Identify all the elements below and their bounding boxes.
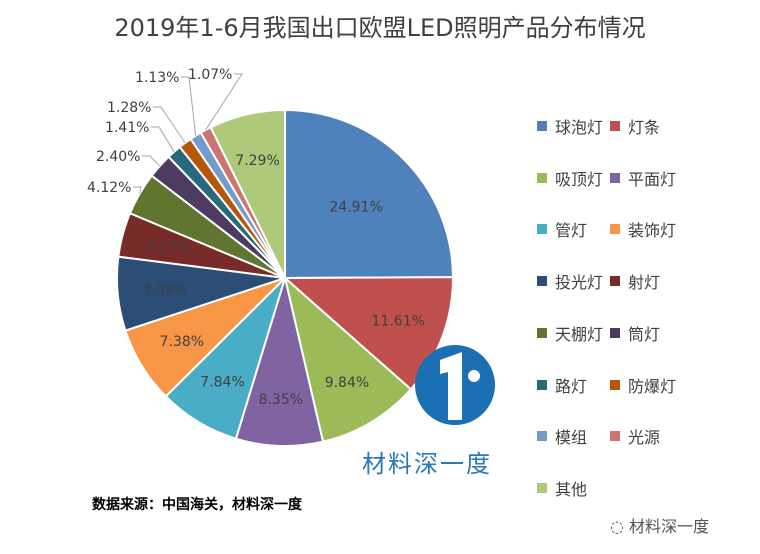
legend-label: 装饰灯 <box>628 221 677 241</box>
legend-swatch <box>537 172 547 183</box>
watermark-text: 材料深一度 <box>629 517 710 536</box>
data-label: 7.29% <box>235 153 279 169</box>
data-label: 8.35% <box>259 392 303 408</box>
legend-swatch <box>610 327 620 338</box>
legend-swatch <box>537 121 547 131</box>
legend-label: 灯条 <box>628 118 661 137</box>
legend-label: 其他 <box>555 479 588 499</box>
legend-label: 管灯 <box>555 221 588 241</box>
watermark: ◌ 材料深一度 <box>610 513 709 537</box>
legend-item: 灯条 <box>610 114 660 138</box>
legend-swatch <box>610 172 620 183</box>
legend-swatch <box>537 276 547 287</box>
data-label: 4.12% <box>87 180 131 196</box>
leader-line <box>181 76 197 136</box>
legend-swatch <box>537 379 547 390</box>
legend-swatch <box>610 224 620 235</box>
legend-swatch <box>537 224 547 235</box>
legend-item: 模组 <box>537 424 587 448</box>
data-label: 11.61% <box>372 314 425 330</box>
legend-item: 吸顶灯 <box>537 166 603 190</box>
legend-swatch <box>610 276 620 287</box>
legend-swatch <box>610 379 620 390</box>
legend-swatch <box>537 482 547 493</box>
leader-line <box>205 73 243 131</box>
data-label: 1.28% <box>107 100 151 116</box>
data-label: 1.41% <box>105 120 149 136</box>
legend-swatch <box>610 121 620 131</box>
legend-item: 装饰灯 <box>610 217 676 241</box>
legend-label: 投光灯 <box>555 273 604 293</box>
legend-item: 投光灯 <box>537 269 603 293</box>
legend-label: 天棚灯 <box>555 324 604 344</box>
legend-item: 管灯 <box>537 217 587 241</box>
legend-label: 球泡灯 <box>555 118 604 137</box>
legend-label: 光源 <box>628 428 661 448</box>
data-label: 9.84% <box>325 375 369 391</box>
leader-line <box>151 126 175 153</box>
leader-line <box>153 106 186 144</box>
legend-swatch <box>537 431 547 442</box>
source-note: 数据来源：中国海关，材料深一度 <box>92 497 302 513</box>
legend-item: 天棚灯 <box>537 321 603 345</box>
legend-item: 防爆灯 <box>610 373 676 397</box>
legend-item: 筒灯 <box>610 321 660 345</box>
legend-swatch <box>537 327 547 338</box>
logo-text: 材料深一度 <box>362 450 492 478</box>
wechat-icon: ◌ <box>610 517 630 536</box>
legend-swatch <box>610 431 620 442</box>
data-label: 4.27% <box>146 240 190 256</box>
legend-label: 平面灯 <box>628 169 677 189</box>
data-label: 1.13% <box>135 70 179 86</box>
legend-item: 其他 <box>537 476 587 500</box>
data-label: 7.84% <box>200 375 244 391</box>
data-label: 24.91% <box>329 200 382 216</box>
pie-slice-平面灯 <box>234 274 325 447</box>
logo-icon <box>415 345 495 425</box>
leader-line <box>133 186 142 194</box>
legend-item: 路灯 <box>537 373 587 397</box>
chart-title: 2019年1-6月我国出口欧盟LED照明产品分布情况 <box>114 14 646 42</box>
legend-item: 球泡灯 <box>537 114 603 138</box>
legend-label: 防爆灯 <box>628 376 677 396</box>
legend-item: 光源 <box>610 424 660 448</box>
data-label: 1.07% <box>188 67 232 83</box>
data-label: 2.40% <box>96 149 140 165</box>
legend-label: 吸顶灯 <box>555 169 604 189</box>
data-label: 7.38% <box>160 334 204 350</box>
legend-label: 模组 <box>555 428 588 448</box>
legend-label: 筒灯 <box>628 324 661 344</box>
legend-label: 射灯 <box>628 273 661 293</box>
leader-line <box>142 155 161 167</box>
pie-slice-吸顶灯 <box>283 275 413 443</box>
data-label: 7.09% <box>142 283 186 299</box>
legend-item: 平面灯 <box>610 166 676 190</box>
pie-slice-其他 <box>209 108 286 279</box>
pie-slice-球泡灯 <box>284 108 455 280</box>
legend-label: 路灯 <box>555 376 588 396</box>
legend-item: 射灯 <box>610 269 660 293</box>
